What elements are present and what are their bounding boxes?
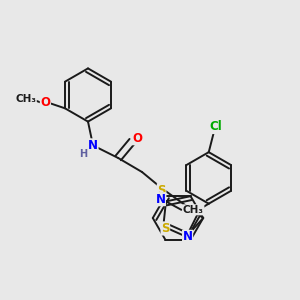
Text: N: N	[155, 193, 165, 206]
Text: Cl: Cl	[209, 121, 222, 134]
Text: CH₃: CH₃	[183, 205, 204, 215]
Text: N: N	[183, 230, 193, 243]
Text: H: H	[79, 149, 87, 159]
Text: N: N	[88, 139, 98, 152]
Text: CH₃: CH₃	[15, 94, 36, 103]
Text: S: S	[161, 222, 170, 235]
Text: O: O	[132, 132, 142, 145]
Text: S: S	[157, 184, 166, 197]
Text: O: O	[40, 96, 50, 109]
